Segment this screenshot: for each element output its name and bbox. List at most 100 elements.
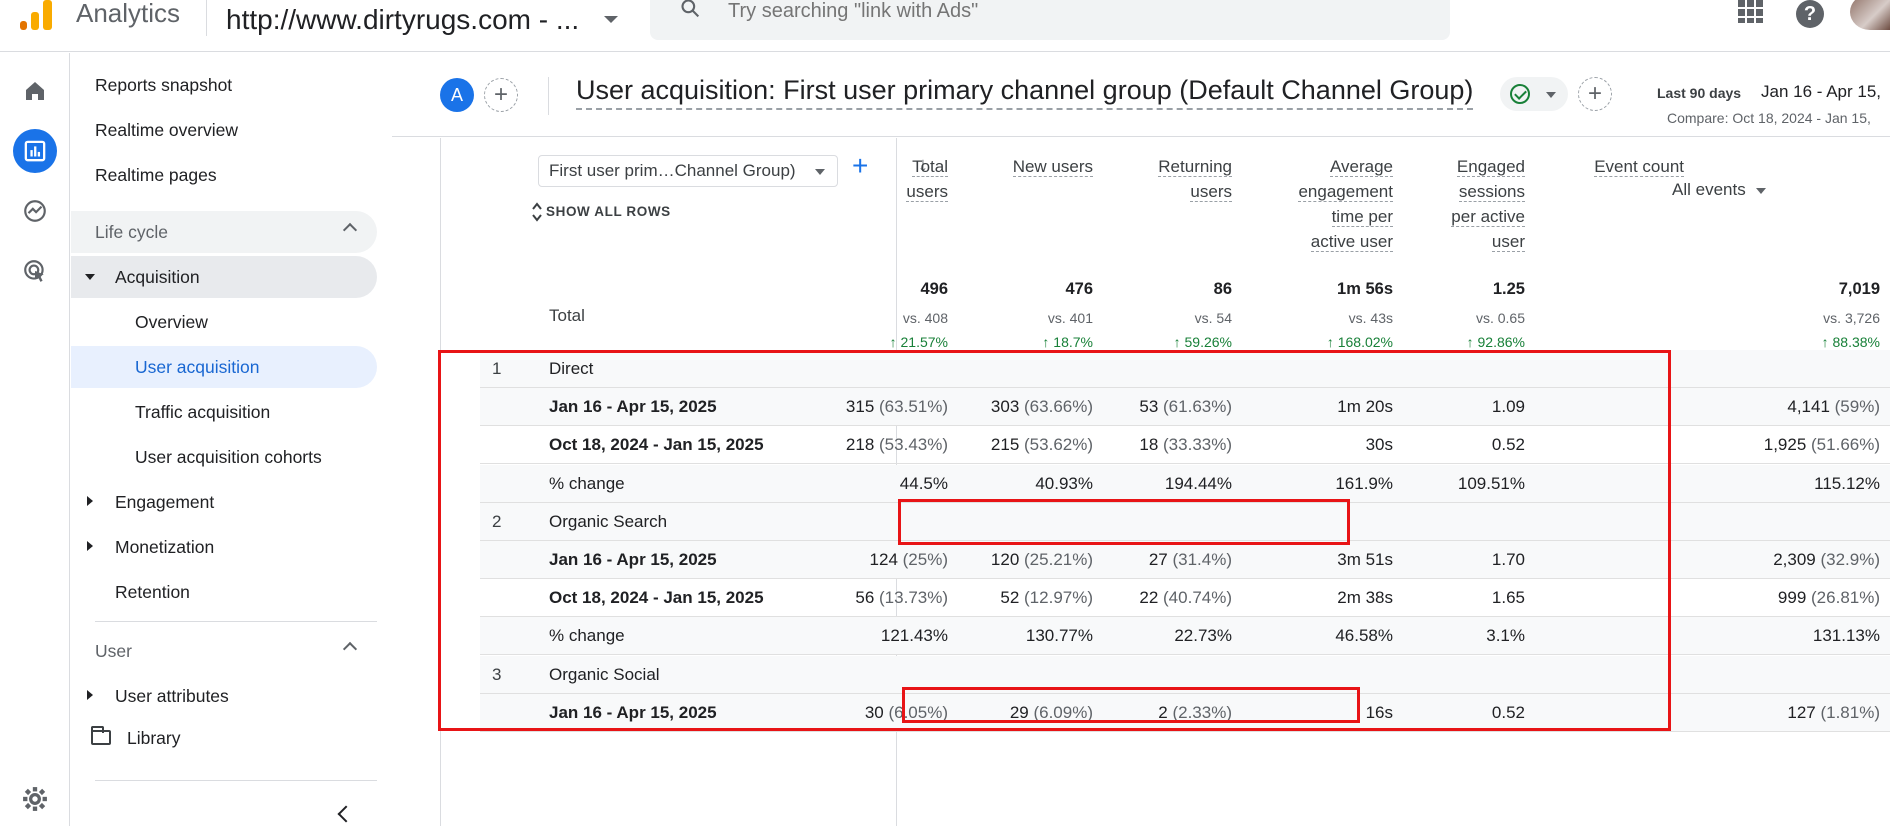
column-header-line: Returning xyxy=(1158,157,1232,177)
nav-section-lifecycle[interactable]: Life cycle xyxy=(71,211,377,253)
cell-share: (63.66%) xyxy=(1019,397,1093,417)
compare-range[interactable]: Compare: Oct 18, 2024 - Jan 15, xyxy=(1667,110,1871,126)
table-cell: 121.43% xyxy=(881,626,948,646)
nav-realtime-pages[interactable]: Realtime pages xyxy=(95,164,217,185)
table-cell: 30s xyxy=(1366,435,1393,455)
nav-monetization[interactable]: Monetization xyxy=(71,526,377,568)
table-cell: 56 (13.73%) xyxy=(855,588,948,608)
nav-retention[interactable]: Retention xyxy=(115,581,190,602)
nav-traffic-acquisition[interactable]: Traffic acquisition xyxy=(135,401,271,422)
search-input[interactable] xyxy=(728,0,1428,23)
nav-reports-snapshot[interactable]: Reports snapshot xyxy=(95,74,233,95)
avatar[interactable] xyxy=(1850,0,1890,30)
nav-user-acquisition-cohorts[interactable]: User acquisition cohorts xyxy=(135,446,322,467)
home-icon[interactable] xyxy=(13,69,57,113)
cell-share: (26.81%) xyxy=(1806,588,1880,608)
cell-share: (6.09%) xyxy=(1028,702,1093,722)
comparison-a-badge[interactable]: A xyxy=(440,78,474,112)
table-cell: 130.77% xyxy=(1026,626,1093,646)
column-header-event-count[interactable]: Event count xyxy=(1594,154,1684,179)
table-cell: 2m 38s xyxy=(1337,588,1393,608)
report-status-pill[interactable] xyxy=(1500,77,1568,111)
total-vs-value: vs. 401 xyxy=(1047,310,1093,326)
table-cell: 16s xyxy=(1366,703,1393,723)
cell-share: (13.73%) xyxy=(874,588,948,608)
cell-value: 18 xyxy=(1139,435,1159,455)
column-header-line: sessions xyxy=(1458,182,1525,202)
explore-icon[interactable] xyxy=(13,189,57,233)
nav-user-acquisition[interactable]: User acquisition xyxy=(71,346,377,388)
total-value: 7,019 xyxy=(1838,280,1880,298)
column-header-total-users[interactable]: Total users xyxy=(906,154,948,204)
table-row[interactable]: % change 44.5% 40.93% 194.44% 161.9% 109.51% 1… xyxy=(480,464,1890,503)
nav-acquisition[interactable]: Acquisition xyxy=(71,256,377,298)
table-row[interactable]: % change 121.43% 130.77% 22.73% 46.58% 3.1% 13… xyxy=(480,617,1890,656)
cell-value: 27 xyxy=(1148,550,1168,569)
row-label: Jan 16 - Apr 15, 2025 xyxy=(549,397,717,417)
highlight-box-rows xyxy=(438,350,1671,731)
search-box[interactable] xyxy=(650,0,1450,40)
column-header-new-users[interactable]: New users xyxy=(1012,154,1093,179)
table-row[interactable]: Oct 18, 2024 - Jan 15, 2025 56 (13.73%) 52… xyxy=(480,579,1890,618)
column-header-engaged-sessions[interactable]: Engaged sessions per active user xyxy=(1451,154,1525,254)
add-button[interactable]: + xyxy=(1578,77,1612,111)
table-cell: 1m 20s xyxy=(1337,397,1393,417)
total-change: ↑ 88.38% xyxy=(1821,334,1880,350)
add-dimension-button[interactable]: + xyxy=(852,150,869,181)
nav-overview[interactable]: Overview xyxy=(135,311,208,332)
cell-value: 999 xyxy=(1777,588,1807,608)
nav-user-attributes[interactable]: User attributes xyxy=(71,675,377,717)
chevron-down-icon[interactable] xyxy=(604,16,618,23)
nav-realtime-overview[interactable]: Realtime overview xyxy=(95,119,238,140)
cell-value: 40.93% xyxy=(1035,473,1093,493)
sort-arrow-icon[interactable]: ↓ xyxy=(918,154,928,176)
help-icon[interactable]: ? xyxy=(1796,0,1824,28)
cell-value: 56 xyxy=(855,588,875,608)
column-header-returning-users[interactable]: Returning users xyxy=(1158,154,1232,204)
table-row[interactable]: Jan 16 - Apr 15, 2025 124 (25%) 120 (25.21… xyxy=(480,541,1890,579)
table-cell: 999 (26.81%) xyxy=(1778,588,1880,608)
unfold-icon xyxy=(532,202,542,222)
date-range[interactable]: Jan 16 - Apr 15, xyxy=(1761,82,1882,101)
table-row[interactable]: 2 Organic Search xyxy=(480,502,1890,541)
table-cell: 52 (12.97%) xyxy=(1000,588,1093,608)
page-title[interactable]: User acquisition: First user primary cha… xyxy=(576,75,1474,110)
apps-grid-icon[interactable] xyxy=(1738,0,1763,24)
cell-value: 3.1% xyxy=(1486,626,1525,646)
table-cell: 4,141 (59%) xyxy=(1787,397,1880,417)
column-header-line: Engaged xyxy=(1456,157,1525,177)
advertising-icon[interactable] xyxy=(13,249,57,293)
table-cell: 115.12% xyxy=(1814,474,1880,494)
cell-value: 1m 20s xyxy=(1337,397,1393,417)
date-preset-label[interactable]: Last 90 days xyxy=(1657,85,1742,101)
nav-library[interactable]: Library xyxy=(71,717,377,759)
cell-value: 0.52 xyxy=(1491,435,1525,455)
reports-icon[interactable] xyxy=(13,129,57,173)
dimension-select[interactable]: First user prim…Channel Group) xyxy=(538,155,838,187)
nav-divider xyxy=(95,780,377,781)
cell-value: 4,141 xyxy=(1787,397,1830,417)
folder-icon xyxy=(91,726,111,745)
property-divider xyxy=(206,0,207,36)
cell-share: (25.21%) xyxy=(1019,550,1093,569)
add-comparison-button[interactable]: + xyxy=(484,78,518,112)
row-label: Direct xyxy=(549,359,594,378)
analytics-logo-icon[interactable] xyxy=(18,0,54,30)
table-row[interactable]: 1 Direct xyxy=(480,350,1890,388)
column-header-avg-engagement[interactable]: Average engagement time per active user xyxy=(1298,154,1393,254)
chevron-down-icon xyxy=(815,169,825,175)
nav-section-user[interactable]: User xyxy=(71,630,377,672)
column-header-line: users xyxy=(1190,182,1232,202)
show-all-rows-button[interactable]: SHOW ALL ROWS xyxy=(532,202,671,222)
cell-share: (25%) xyxy=(897,550,948,569)
table-cell: 315 (63.51%) xyxy=(846,397,948,417)
nav-engagement[interactable]: Engagement xyxy=(71,481,377,523)
event-filter-select[interactable]: All events xyxy=(1672,180,1766,200)
property-selector[interactable]: http://www.dirtyrugs.com - ... xyxy=(226,4,580,35)
cell-value: 46.58% xyxy=(1335,626,1393,646)
table-row[interactable]: Jan 16 - Apr 15, 2025 315 (63.51%) 303 (63… xyxy=(480,388,1890,427)
table-cell: 0.52 xyxy=(1492,435,1525,455)
table-row[interactable]: Oct 18, 2024 - Jan 15, 2025 218 (53.43%) 2… xyxy=(480,426,1890,465)
settings-gear-icon[interactable] xyxy=(22,786,48,812)
